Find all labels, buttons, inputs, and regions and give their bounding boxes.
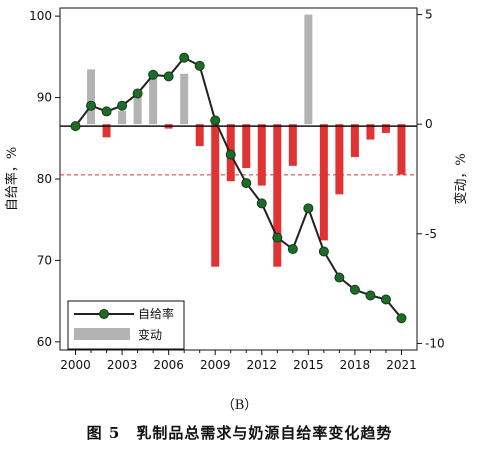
- x-tick-label: 2003: [107, 358, 138, 372]
- bar: [273, 124, 282, 267]
- line-point: [272, 232, 283, 243]
- line-point: [303, 203, 314, 214]
- x-axis: 2000 2003 2006 2009 2012 2015 2018 2021: [60, 350, 417, 372]
- x-tick-label: 2021: [386, 358, 417, 372]
- bar: [180, 73, 189, 125]
- legend-marker-swatch: [99, 309, 109, 319]
- bar: [211, 124, 220, 267]
- bar: [149, 73, 158, 125]
- x-tick-label: 2006: [153, 358, 184, 372]
- line-series: [70, 52, 407, 324]
- bar: [87, 69, 96, 125]
- bar: [195, 124, 204, 147]
- legend-label-ratio: 自给率: [138, 306, 174, 321]
- bar: [366, 124, 375, 140]
- left-tick-label: 90: [37, 91, 52, 105]
- bar: [288, 124, 297, 166]
- legend-frame: [67, 300, 185, 350]
- line-point: [86, 100, 97, 111]
- left-tick-label: 60: [37, 335, 52, 349]
- line-point: [365, 290, 376, 301]
- right-tick-label: 0: [425, 117, 433, 131]
- x-tick-label: 2012: [247, 358, 278, 372]
- reference-lines: [60, 125, 417, 176]
- bar: [319, 124, 328, 241]
- left-tick-label: 80: [37, 172, 52, 186]
- line-point: [148, 69, 159, 80]
- line-point: [225, 149, 236, 160]
- bar: [397, 124, 406, 175]
- bar: [242, 124, 251, 169]
- line-point: [117, 100, 128, 111]
- line-point: [179, 52, 190, 63]
- bar: [304, 14, 313, 125]
- left-tick-label: 70: [37, 253, 52, 267]
- line-point: [210, 115, 221, 126]
- left-axis: 60 70 80 90 100: [29, 9, 60, 349]
- bar: [133, 91, 142, 125]
- x-tick-label: 2018: [340, 358, 371, 372]
- chart: 2000 2003 2006 2009 2012 2015 2018 2021 60 70 80 9…: [4, 7, 469, 372]
- left-tick-label: 100: [29, 9, 52, 23]
- line-point: [241, 178, 252, 189]
- right-tick-label: -10: [425, 336, 445, 350]
- legend: 自给率 变动: [67, 300, 185, 350]
- line-point: [70, 121, 81, 132]
- line-point: [287, 244, 298, 255]
- line-point: [396, 313, 407, 324]
- x-tick-label: 2015: [293, 358, 324, 372]
- right-tick-label: 5: [425, 8, 433, 22]
- plot-frame: [59, 7, 418, 351]
- bar: [102, 124, 111, 138]
- figure-caption: 图 5 乳制品总需求与奶源自给率变化趋势: [86, 424, 393, 442]
- legend-bar-swatch: [74, 328, 130, 340]
- right-axis-title: 变动，%: [453, 153, 469, 204]
- line-point: [334, 272, 345, 283]
- x-tick-label: 2000: [60, 358, 91, 372]
- right-axis: -10 -5 0 5: [417, 8, 445, 350]
- left-axis-title: 自给率，%: [4, 147, 20, 211]
- line-path: [74, 56, 403, 319]
- line-point: [318, 246, 329, 257]
- line-point: [101, 106, 112, 117]
- line-point: [349, 284, 360, 295]
- line-point: [256, 198, 267, 209]
- line-point: [194, 60, 205, 71]
- line-point: [163, 71, 174, 82]
- right-tick-label: -5: [425, 227, 437, 241]
- bar: [381, 124, 390, 133]
- x-tick-label: 2009: [200, 358, 231, 372]
- legend-label-change: 变动: [138, 327, 162, 342]
- bar-series: [87, 14, 406, 267]
- bar: [350, 124, 359, 158]
- line-point: [132, 88, 143, 99]
- bar: [257, 124, 266, 186]
- line-point: [380, 294, 391, 305]
- panel-label: （B）: [221, 398, 258, 413]
- bar: [335, 124, 344, 195]
- bar: [118, 111, 127, 125]
